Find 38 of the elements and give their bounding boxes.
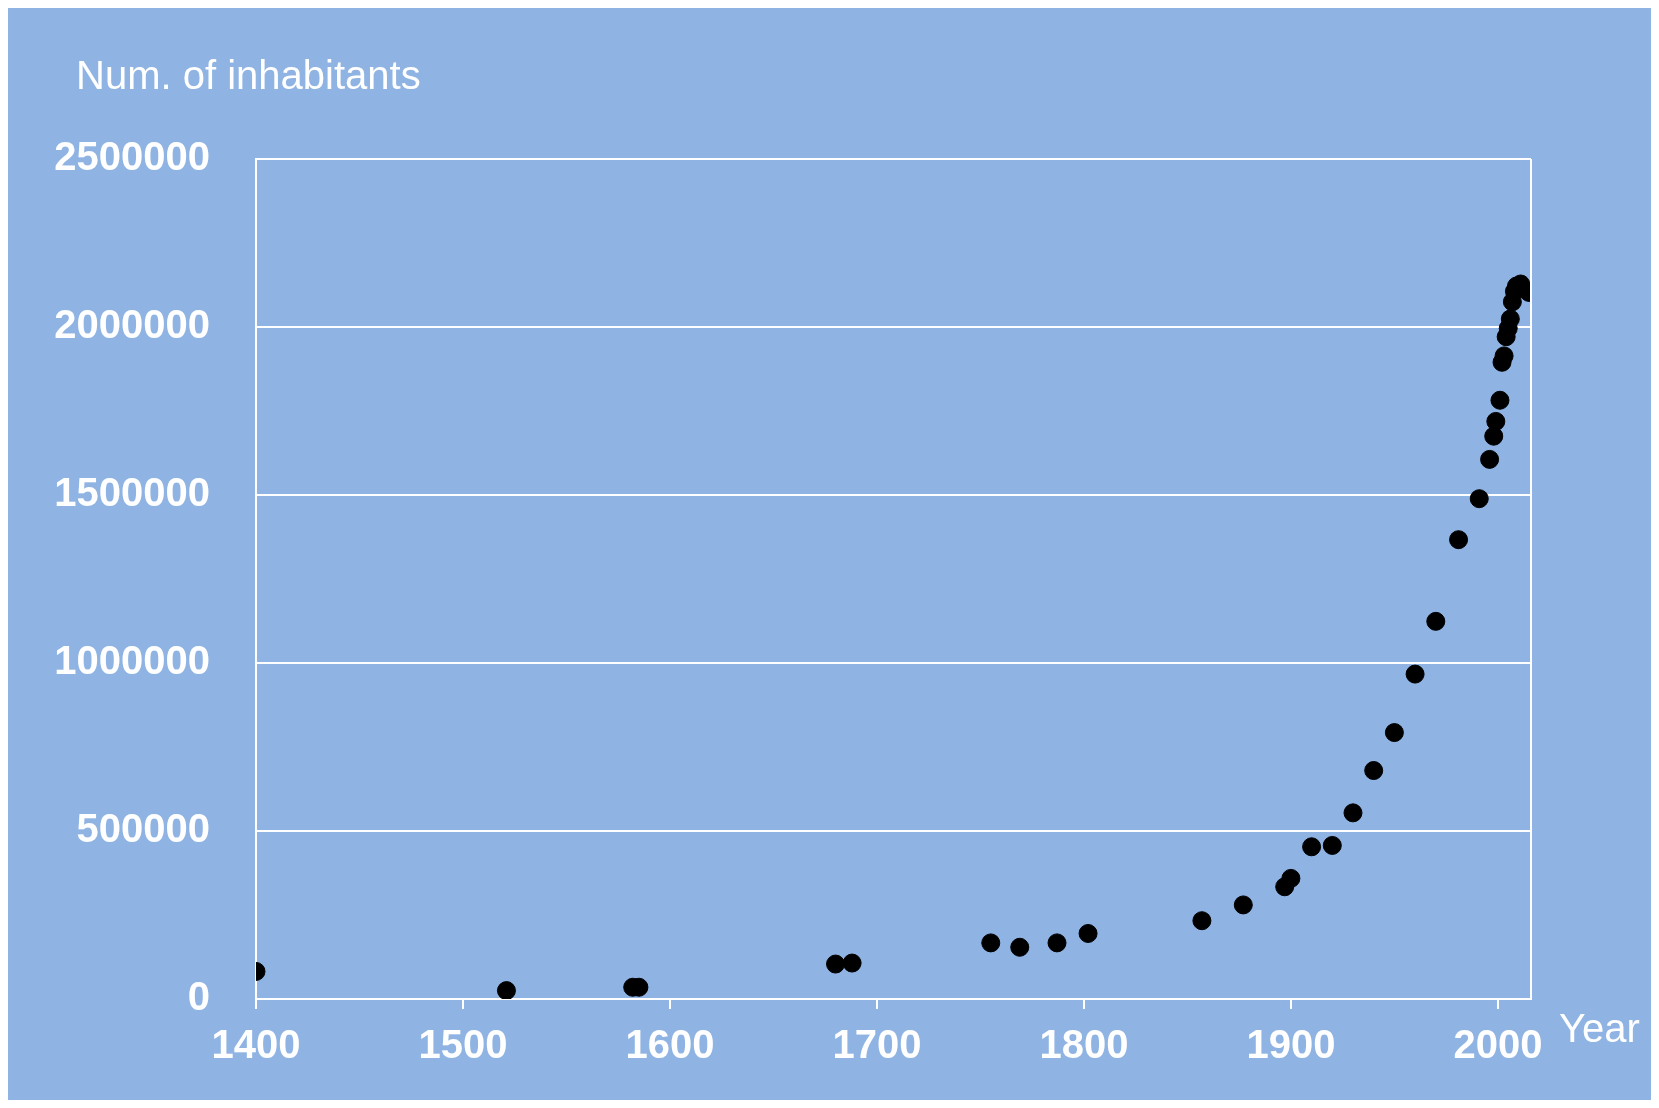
x-tick-label: 1700 (832, 1022, 922, 1067)
x-tick-label: 1600 (625, 1022, 715, 1067)
y-tick-label: 1000000 (54, 638, 210, 683)
x-tick-label: 1800 (1039, 1022, 1129, 1067)
y-tick-label: 2500000 (54, 134, 210, 179)
y-tick-label: 1500000 (54, 470, 210, 515)
point (981, 933, 1001, 953)
point (1010, 937, 1030, 957)
point (826, 954, 846, 974)
point (1486, 411, 1506, 431)
point (1426, 611, 1446, 631)
y-tick-label: 2000000 (54, 302, 210, 347)
point (1384, 723, 1404, 743)
x-tick-label: 1900 (1246, 1022, 1336, 1067)
point (1343, 803, 1363, 823)
point (1281, 868, 1301, 888)
point (496, 981, 516, 999)
point (1490, 390, 1510, 410)
point (1322, 835, 1342, 855)
point (1480, 449, 1500, 469)
x-tick-label: 2000 (1453, 1022, 1543, 1067)
point (1449, 530, 1469, 550)
point (1233, 895, 1253, 915)
point (1192, 911, 1212, 931)
point (1078, 923, 1098, 943)
point (1047, 933, 1067, 953)
point (842, 953, 862, 973)
point (1364, 761, 1384, 781)
x-tick-label: 1500 (418, 1022, 508, 1067)
x-axis-title: Year (1559, 1006, 1640, 1051)
y-axis-title: Num. of inhabitants (76, 53, 421, 98)
point (1500, 309, 1520, 329)
point (1405, 664, 1425, 684)
point (1302, 837, 1322, 857)
y-tick-label: 500000 (76, 806, 210, 851)
y-tick-label: 0 (187, 974, 210, 1019)
point (1469, 489, 1489, 509)
x-tick-label: 1400 (211, 1022, 301, 1067)
